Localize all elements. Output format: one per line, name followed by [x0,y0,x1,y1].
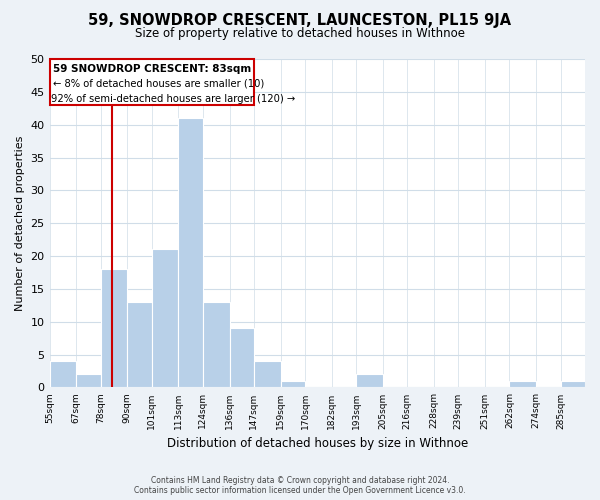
Bar [203,302,230,388]
Bar [127,302,152,388]
Bar [509,381,536,388]
Text: 59, SNOWDROP CRESCENT, LAUNCESTON, PL15 9JA: 59, SNOWDROP CRESCENT, LAUNCESTON, PL15 … [88,12,512,28]
X-axis label: Distribution of detached houses by size in Withnoe: Distribution of detached houses by size … [167,437,468,450]
Bar [281,381,305,388]
Bar [76,374,101,388]
Bar [101,269,127,388]
Bar [254,361,281,388]
Text: Contains HM Land Registry data © Crown copyright and database right 2024.
Contai: Contains HM Land Registry data © Crown c… [134,476,466,495]
Bar [50,361,76,388]
Text: Size of property relative to detached houses in Withnoe: Size of property relative to detached ho… [135,28,465,40]
Bar [230,328,254,388]
Text: 59 SNOWDROP CRESCENT: 83sqm: 59 SNOWDROP CRESCENT: 83sqm [53,64,251,74]
Bar [356,374,383,388]
Bar [178,118,203,388]
Y-axis label: Number of detached properties: Number of detached properties [15,136,25,311]
Text: 92% of semi-detached houses are larger (120) →: 92% of semi-detached houses are larger (… [50,94,295,104]
Text: ← 8% of detached houses are smaller (10): ← 8% of detached houses are smaller (10) [53,78,264,88]
Bar [50,59,254,105]
Bar [560,381,585,388]
Bar [152,250,178,388]
